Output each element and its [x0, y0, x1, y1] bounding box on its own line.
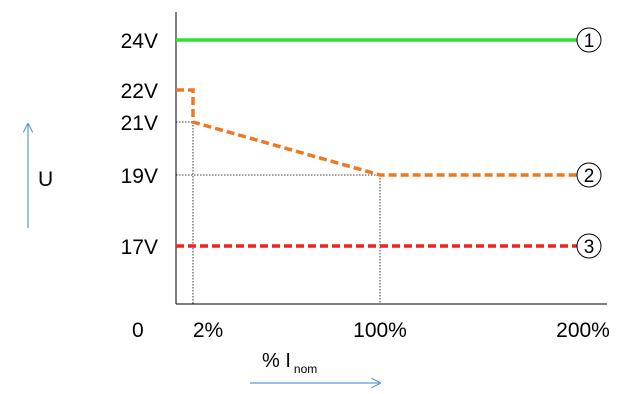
series-marker-label-3: 3 [584, 237, 595, 258]
y-tick-label: 17V [121, 236, 158, 259]
y-tick-label: 24V [121, 30, 158, 53]
series-marker-label-1: 1 [584, 31, 595, 52]
y-axis-title: U [38, 168, 53, 191]
x-axis-title-subscript: nom [294, 362, 317, 376]
x-axis-title-main: % I [262, 350, 291, 372]
x-tick-label: 100% [353, 319, 407, 342]
y-tick-label: 19V [121, 165, 158, 188]
series-line-2 [176, 88, 588, 177]
x-tick-label: 200% [556, 319, 610, 342]
y-tick-label: 22V [121, 80, 158, 103]
y-tick-label: 21V [121, 112, 158, 135]
origin-label: 0 [132, 319, 144, 342]
series-marker-2 [576, 162, 602, 188]
series-marker-1 [576, 27, 602, 53]
series-marker-label-2: 2 [584, 166, 595, 187]
series-marker-3 [576, 233, 602, 259]
x-tick-label: 2% [193, 319, 223, 342]
